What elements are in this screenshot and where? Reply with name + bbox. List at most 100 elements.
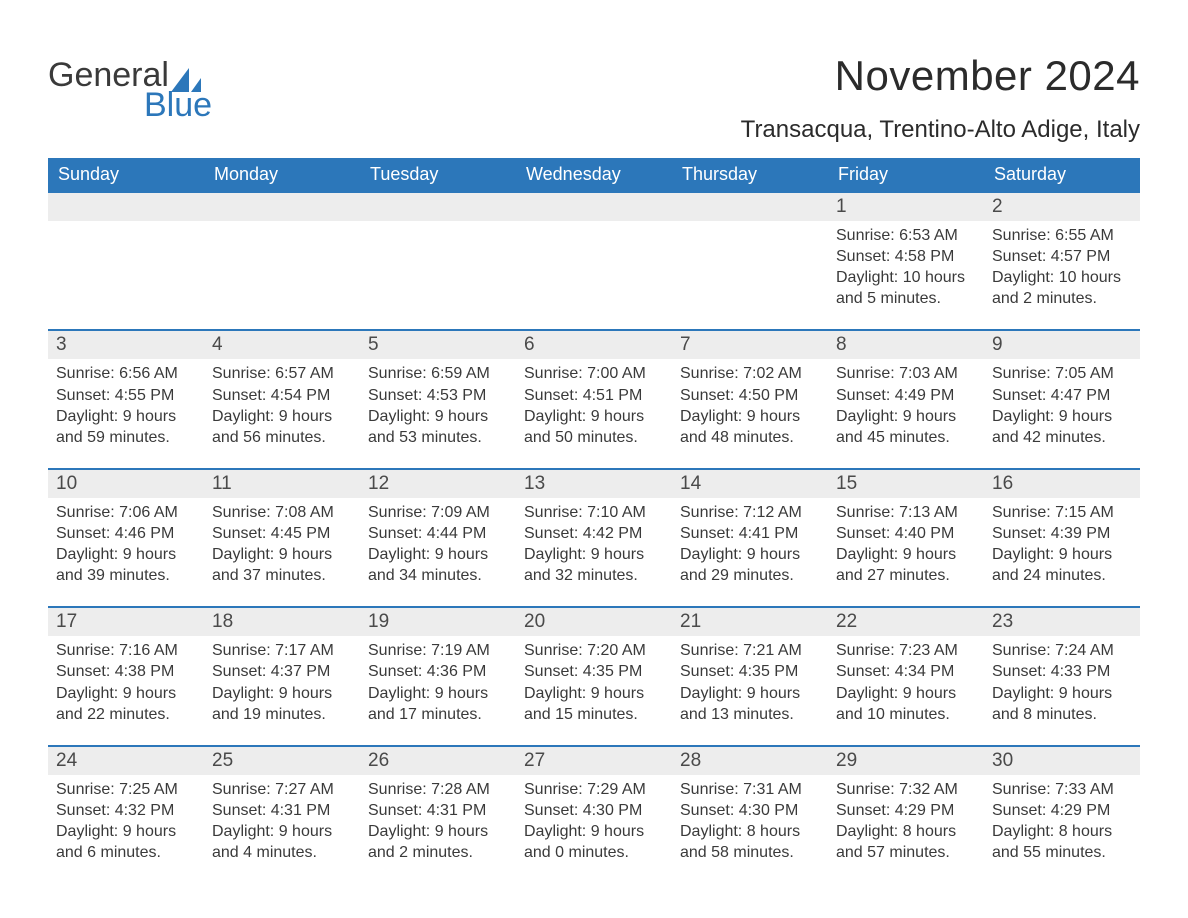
calendar-day: 6Sunrise: 7:00 AMSunset: 4:51 PMDaylight… — [516, 331, 672, 449]
month-title: November 2024 — [741, 52, 1140, 100]
day-number: 18 — [204, 608, 360, 636]
calendar-day: 29Sunrise: 7:32 AMSunset: 4:29 PMDayligh… — [828, 747, 984, 865]
calendar: Sunday Monday Tuesday Wednesday Thursday… — [48, 158, 1140, 865]
sunset-text: Sunset: 4:50 PM — [680, 385, 820, 406]
day-number: 23 — [984, 608, 1140, 636]
sunset-text: Sunset: 4:33 PM — [992, 661, 1132, 682]
sunset-text: Sunset: 4:31 PM — [212, 800, 352, 821]
calendar-day: 24Sunrise: 7:25 AMSunset: 4:32 PMDayligh… — [48, 747, 204, 865]
daylight-line-1: Daylight: 9 hours — [56, 821, 196, 842]
daylight-line-1: Daylight: 9 hours — [524, 544, 664, 565]
calendar-day: 27Sunrise: 7:29 AMSunset: 4:30 PMDayligh… — [516, 747, 672, 865]
sunset-text: Sunset: 4:40 PM — [836, 523, 976, 544]
dow-mon: Monday — [204, 158, 360, 193]
daylight-line-2: and 57 minutes. — [836, 842, 976, 863]
sunrise-text: Sunrise: 6:57 AM — [212, 363, 352, 384]
day-body: Sunrise: 6:57 AMSunset: 4:54 PMDaylight:… — [204, 359, 360, 449]
day-body: Sunrise: 7:19 AMSunset: 4:36 PMDaylight:… — [360, 636, 516, 726]
dow-wed: Wednesday — [516, 158, 672, 193]
calendar-day: 22Sunrise: 7:23 AMSunset: 4:34 PMDayligh… — [828, 608, 984, 726]
day-body: Sunrise: 7:20 AMSunset: 4:35 PMDaylight:… — [516, 636, 672, 726]
day-body: Sunrise: 6:53 AMSunset: 4:58 PMDaylight:… — [828, 221, 984, 311]
day-body: Sunrise: 6:55 AMSunset: 4:57 PMDaylight:… — [984, 221, 1140, 311]
sunrise-text: Sunrise: 6:55 AM — [992, 225, 1132, 246]
daylight-line-1: Daylight: 9 hours — [212, 406, 352, 427]
day-number: 2 — [984, 193, 1140, 221]
dow-sat: Saturday — [984, 158, 1140, 193]
day-number: 1 — [828, 193, 984, 221]
sunset-text: Sunset: 4:57 PM — [992, 246, 1132, 267]
calendar-day: 12Sunrise: 7:09 AMSunset: 4:44 PMDayligh… — [360, 470, 516, 588]
dow-sun: Sunday — [48, 158, 204, 193]
day-number: 15 — [828, 470, 984, 498]
weeks-container: 1Sunrise: 6:53 AMSunset: 4:58 PMDaylight… — [48, 193, 1140, 865]
daylight-line-2: and 45 minutes. — [836, 427, 976, 448]
sunrise-text: Sunrise: 7:20 AM — [524, 640, 664, 661]
sunset-text: Sunset: 4:38 PM — [56, 661, 196, 682]
calendar-day — [516, 193, 672, 311]
day-number: 28 — [672, 747, 828, 775]
sunrise-text: Sunrise: 7:08 AM — [212, 502, 352, 523]
calendar-day: 7Sunrise: 7:02 AMSunset: 4:50 PMDaylight… — [672, 331, 828, 449]
sunset-text: Sunset: 4:55 PM — [56, 385, 196, 406]
sunset-text: Sunset: 4:36 PM — [368, 661, 508, 682]
day-number: 14 — [672, 470, 828, 498]
daylight-line-1: Daylight: 9 hours — [56, 544, 196, 565]
daylight-line-1: Daylight: 9 hours — [212, 683, 352, 704]
day-number: 13 — [516, 470, 672, 498]
sunrise-text: Sunrise: 7:06 AM — [56, 502, 196, 523]
daylight-line-2: and 56 minutes. — [212, 427, 352, 448]
daylight-line-1: Daylight: 9 hours — [56, 406, 196, 427]
daylight-line-2: and 17 minutes. — [368, 704, 508, 725]
calendar-day: 23 Sunrise: 7:24 AMSunset: 4:33 PMDayligh… — [984, 608, 1140, 726]
calendar-day: 19Sunrise: 7:19 AMSunset: 4:36 PMDayligh… — [360, 608, 516, 726]
calendar-day: 13Sunrise: 7:10 AMSunset: 4:42 PMDayligh… — [516, 470, 672, 588]
calendar-day: 25Sunrise: 7:27 AMSunset: 4:31 PMDayligh… — [204, 747, 360, 865]
sunset-text: Sunset: 4:30 PM — [680, 800, 820, 821]
day-body: Sunrise: 7:21 AMSunset: 4:35 PMDaylight:… — [672, 636, 828, 726]
daylight-line-1: Daylight: 9 hours — [836, 406, 976, 427]
day-body: Sunrise: 7:23 AMSunset: 4:34 PMDaylight:… — [828, 636, 984, 726]
calendar-day: 16Sunrise: 7:15 AMSunset: 4:39 PMDayligh… — [984, 470, 1140, 588]
daylight-line-1: Daylight: 9 hours — [524, 683, 664, 704]
sunset-text: Sunset: 4:58 PM — [836, 246, 976, 267]
daylight-line-2: and 27 minutes. — [836, 565, 976, 586]
daylight-line-2: and 42 minutes. — [992, 427, 1132, 448]
day-body: Sunrise: 7:32 AMSunset: 4:29 PMDaylight:… — [828, 775, 984, 865]
daylight-line-1: Daylight: 9 hours — [992, 544, 1132, 565]
day-body: Sunrise: 7:08 AMSunset: 4:45 PMDaylight:… — [204, 498, 360, 588]
day-number: 9 — [984, 331, 1140, 359]
daylight-line-2: and 0 minutes. — [524, 842, 664, 863]
day-number: 5 — [360, 331, 516, 359]
daylight-line-1: Daylight: 9 hours — [992, 406, 1132, 427]
day-body: Sunrise: 7:03 AMSunset: 4:49 PMDaylight:… — [828, 359, 984, 449]
day-number: 21 — [672, 608, 828, 636]
daylight-line-1: Daylight: 10 hours — [992, 267, 1132, 288]
sunset-text: Sunset: 4:42 PM — [524, 523, 664, 544]
daylight-line-1: Daylight: 9 hours — [368, 821, 508, 842]
daylight-line-1: Daylight: 9 hours — [524, 821, 664, 842]
day-number: 25 — [204, 747, 360, 775]
day-body: Sunrise: 7:05 AMSunset: 4:47 PMDaylight:… — [984, 359, 1140, 449]
day-number: 6 — [516, 331, 672, 359]
daylight-line-1: Daylight: 9 hours — [992, 683, 1132, 704]
sunset-text: Sunset: 4:51 PM — [524, 385, 664, 406]
day-number: 10 — [48, 470, 204, 498]
calendar-day — [204, 193, 360, 311]
day-body: Sunrise: 7:09 AMSunset: 4:44 PMDaylight:… — [360, 498, 516, 588]
sunrise-text: Sunrise: 6:56 AM — [56, 363, 196, 384]
day-number: 16 — [984, 470, 1140, 498]
daylight-line-1: Daylight: 9 hours — [680, 406, 820, 427]
sunset-text: Sunset: 4:45 PM — [212, 523, 352, 544]
sunset-text: Sunset: 4:54 PM — [212, 385, 352, 406]
calendar-day: 15Sunrise: 7:13 AMSunset: 4:40 PMDayligh… — [828, 470, 984, 588]
sunset-text: Sunset: 4:46 PM — [56, 523, 196, 544]
day-number: 24 — [48, 747, 204, 775]
calendar-day: 4Sunrise: 6:57 AMSunset: 4:54 PMDaylight… — [204, 331, 360, 449]
sunset-text: Sunset: 4:41 PM — [680, 523, 820, 544]
sunrise-text: Sunrise: 7:17 AM — [212, 640, 352, 661]
sunrise-text: Sunrise: 7:24 AM — [992, 640, 1132, 661]
dow-fri: Friday — [828, 158, 984, 193]
day-number-empty — [48, 193, 204, 221]
day-number: 19 — [360, 608, 516, 636]
